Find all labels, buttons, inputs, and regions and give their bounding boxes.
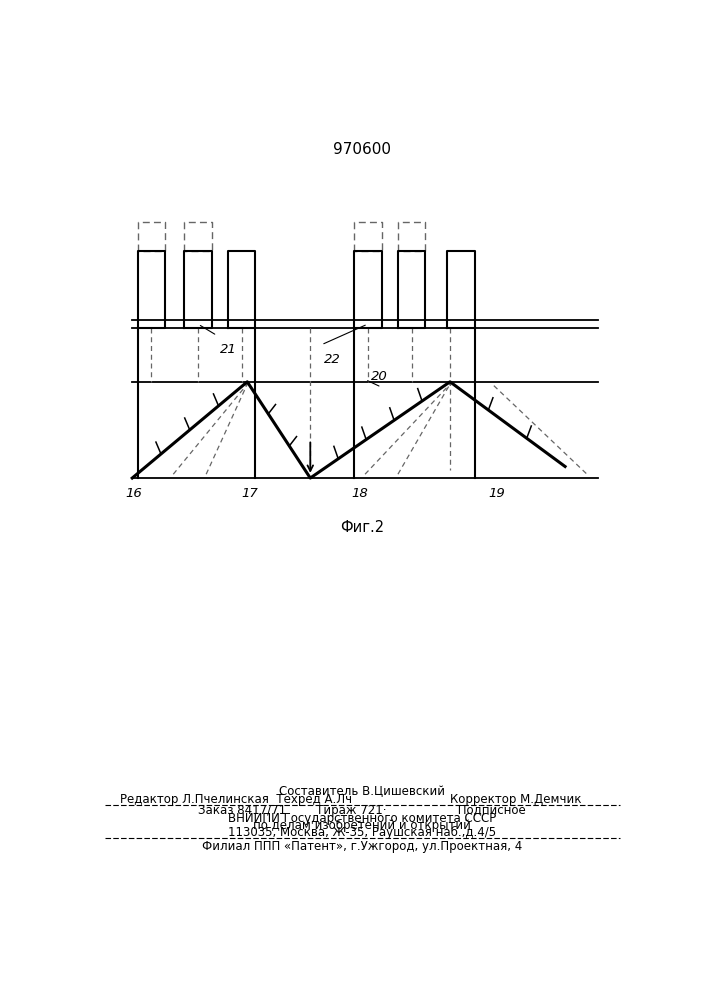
Text: 16: 16	[125, 487, 141, 500]
Text: Составитель В.Цишевский: Составитель В.Цишевский	[279, 785, 445, 798]
Text: 19: 19	[489, 487, 505, 500]
Text: Редактор Л.Пчелинская  Техред А.Лч: Редактор Л.Пчелинская Техред А.Лч	[120, 793, 352, 806]
Text: 113035, Москва, Ж-35, Раушская наб.,д.4/5: 113035, Москва, Ж-35, Раушская наб.,д.4/…	[228, 826, 496, 839]
Text: Заказ 8417/71        Тираж 721·                   Подписное: Заказ 8417/71 Тираж 721· Подписное	[199, 804, 526, 817]
Text: 20: 20	[370, 370, 387, 383]
Text: Филиал ППП «Патент», г.Ужгород, ул.Проектная, 4: Филиал ППП «Патент», г.Ужгород, ул.Проек…	[202, 840, 522, 853]
Text: Фиг.2: Фиг.2	[340, 520, 385, 535]
Text: 18: 18	[351, 487, 368, 500]
Text: ВНИИПИ Государственного комитета СССР: ВНИИПИ Государственного комитета СССР	[228, 812, 496, 825]
Text: 22: 22	[324, 353, 341, 366]
Text: по делам изобретений и открытий: по делам изобретений и открытий	[253, 819, 472, 832]
Text: 970600: 970600	[333, 142, 392, 157]
Text: Корректор М.Демчик: Корректор М.Демчик	[450, 793, 581, 806]
Text: 21: 21	[220, 343, 237, 356]
Text: 17: 17	[242, 487, 258, 500]
